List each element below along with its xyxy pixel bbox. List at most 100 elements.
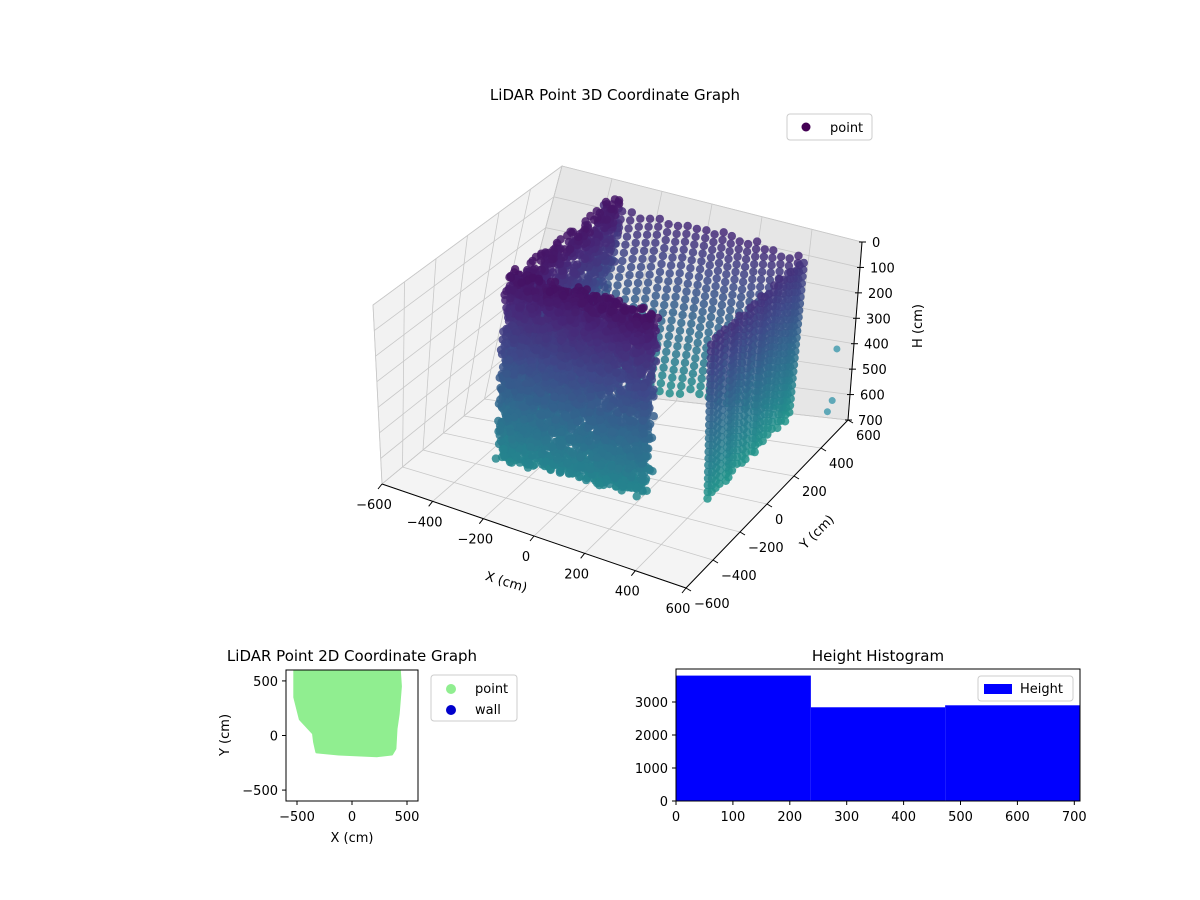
point-3d [743,239,753,249]
point-3d [644,222,653,231]
point-3d [775,274,784,284]
point-3d [639,246,649,256]
point-3d [759,252,769,261]
point-3d [668,253,677,262]
point-3d [635,270,644,280]
point-3d [574,232,583,242]
point-3d [655,214,664,224]
point-3d [698,249,707,258]
point-3d [746,290,755,299]
point-3d [703,494,712,503]
point-3d [662,228,672,237]
point-3d [727,231,736,241]
point-3d [661,235,670,245]
point-3d [707,305,717,314]
point-3d [679,366,688,375]
point-3d [687,319,696,328]
point-3d [697,374,706,383]
point-3d [726,355,735,365]
point-3d [623,279,633,288]
point-3d [625,270,634,280]
point-3d [660,243,669,253]
point-3d [689,304,698,313]
point-3d [673,342,682,351]
point-3d [672,229,681,239]
point-3d [678,253,687,262]
point-3d [650,299,659,308]
point-3d [750,260,759,269]
point-3d [705,420,714,430]
point-3d [658,251,668,261]
point-3d [614,273,624,282]
point-3d [678,374,687,383]
point-3d [642,230,652,239]
point-3d [682,229,691,239]
point-3d [653,283,662,292]
point-3d [739,270,749,279]
point-3d [662,347,671,356]
point-3d [694,272,704,282]
point-3d [611,289,621,298]
point-3d [660,300,669,310]
point-3d [651,238,660,247]
point-3d [749,267,758,276]
point-3d [675,326,685,335]
point-3d [716,251,725,260]
point-3d [704,460,713,470]
point-3d [684,335,693,344]
point-3d [624,224,633,233]
point-3d [563,231,572,240]
point-3d [621,240,630,249]
point-3d [728,290,737,299]
point-3d [694,330,704,340]
point-3d [655,267,665,277]
point-3d [716,308,725,317]
point-3d [613,281,622,290]
point-3d [686,385,695,394]
point-3d [668,373,677,382]
point-3d [722,270,731,279]
point-3d [641,238,650,248]
point-3d [663,339,672,349]
point-3d [679,245,688,254]
point-3d [722,449,731,459]
point-3d [696,382,705,391]
point-3d [689,361,699,371]
point-3d [760,245,769,254]
point-3d [767,261,776,270]
point-3d [634,222,643,231]
point-3d [751,252,760,261]
point-3d [550,344,559,353]
point-3d [649,246,659,255]
point-3d [721,469,731,479]
grid-left-y [443,235,468,434]
point-3d [676,261,686,270]
point-3d [627,208,636,217]
point-3d [669,245,678,254]
point-3d [706,312,716,322]
point-3d [704,440,713,450]
point-3d [569,268,579,277]
point-3d [776,259,785,269]
point-3d [646,262,656,271]
point-3d [717,243,726,252]
point-3d [580,254,590,264]
point-3d [652,230,662,239]
point-3d [680,237,690,246]
grid-floor-y [422,449,741,533]
point-3d [614,196,624,205]
point-3d [616,215,625,224]
chart-3d: LiDAR Point 3D Coordinate Graph −600−400… [356,86,926,617]
point-3d [677,381,686,391]
point-3d [665,269,674,278]
point-3d [641,294,650,303]
grid-h [372,165,863,306]
point-3d [794,251,803,260]
point-3d [722,463,731,472]
point-3d [756,282,765,291]
point-3d [679,303,689,312]
point-3d [620,306,629,315]
point-3d [656,379,666,388]
grid-left-y [372,304,383,485]
